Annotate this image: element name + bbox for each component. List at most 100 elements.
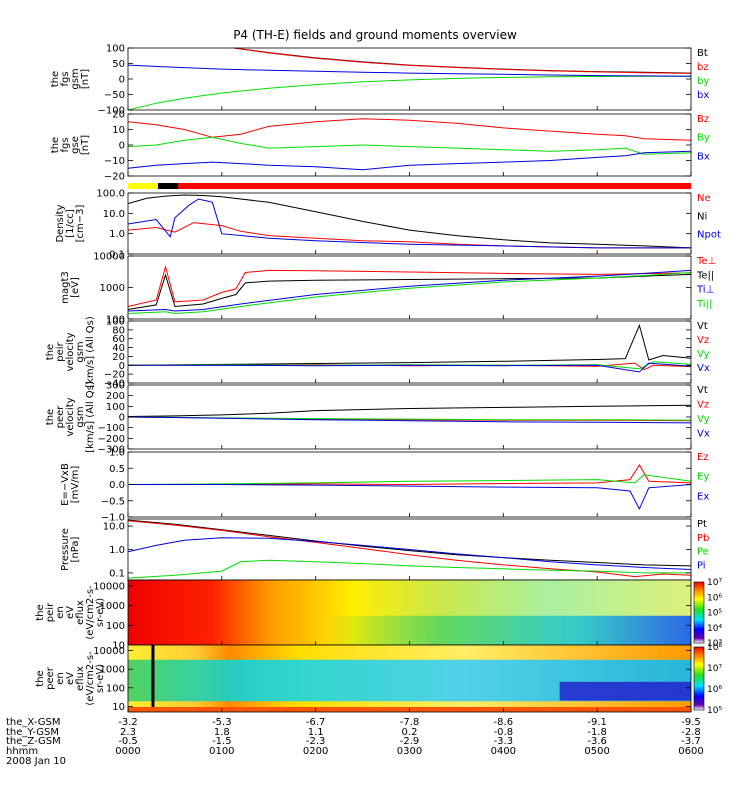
date-label: 2008 Jan 10 — [6, 756, 66, 767]
series-Te|| — [127, 273, 692, 310]
legend-entry: Bt — [697, 48, 708, 59]
y-axis-label-line: [km/s] (All Qs) — [85, 316, 96, 388]
footer-value: 0000 — [115, 745, 141, 757]
y-tick-label: 10.0 — [103, 209, 125, 220]
y-axis-label: thepeereneVeflux(eV/cm2-s-sr-eV) — [35, 651, 106, 706]
footer-value: -9.5 — [681, 717, 701, 728]
y-tick-label: 40 — [112, 343, 125, 354]
y-axis-label-line: sr-eV) — [95, 664, 106, 693]
footer-value: -2.8 — [681, 726, 701, 738]
legend-entry: Pb — [697, 533, 709, 544]
legend-entry: By — [697, 133, 710, 144]
y-tick-label: 10000 — [93, 581, 125, 592]
legend-entry: Ez — [697, 452, 709, 463]
legend-entry: Vz — [697, 335, 709, 346]
y-axis-label: thepeirvelocitygsm[km/s] (All Qs) — [45, 316, 96, 388]
colorbar-peer-eflux — [693, 646, 705, 711]
colorbar-tick-label: 10⁵ — [707, 609, 722, 619]
y-axis-label-line: the — [35, 604, 46, 620]
y-tick-label: 0.1 — [109, 250, 125, 261]
y-axis-label-line: [cm−3] — [75, 205, 86, 243]
y-tick-label: 1.0 — [109, 545, 125, 556]
y-axis-label: thepeireneVeflux(eV/cm2-s-sr-eV) — [35, 585, 106, 640]
legend-entry: Ey — [697, 472, 709, 483]
y-tick-label: 100 — [106, 683, 125, 694]
footer-value: -3.6 — [587, 736, 607, 747]
quality-bar-red — [178, 183, 691, 189]
series-by — [127, 75, 691, 111]
y-axis-label-line: eflux — [75, 600, 86, 625]
y-axis-label-line: gse — [70, 136, 81, 154]
y-axis-label-line: eV — [65, 606, 76, 619]
colorbar-tick-label: 10⁸ — [707, 643, 722, 653]
legend-entry: Bz — [697, 114, 709, 125]
y-axis-label-line: fgs — [60, 137, 71, 152]
series-Bt — [233, 47, 692, 74]
y-tick-label: 0 — [119, 75, 125, 86]
legend-entry: Pe — [697, 547, 709, 558]
y-axis-label-line: the — [35, 670, 46, 686]
panel-efield — [127, 451, 692, 518]
y-axis-label-line: E=−VxB — [60, 463, 71, 506]
y-axis-label-line: magt3 — [60, 271, 71, 304]
y-axis-label-line: the — [50, 137, 61, 153]
y-axis-label-line: [1/cc] — [65, 209, 76, 238]
footer-value: -1.8 — [587, 726, 607, 738]
y-axis-label-line: velocity — [65, 332, 76, 371]
series-Pe — [127, 559, 691, 579]
panel-frame — [127, 384, 692, 450]
colorbar-tick-label: 10⁶ — [707, 593, 722, 603]
y-axis-label-line: Density — [55, 204, 66, 242]
y-axis-label: magt3[eV] — [60, 271, 81, 304]
y-axis-label-line: peir — [45, 602, 56, 622]
y-tick-label: 1000 — [100, 283, 125, 294]
y-tick-label: 10000 — [93, 252, 125, 263]
y-tick-label: 100.0 — [96, 189, 125, 200]
legend-entry: bz — [697, 62, 709, 73]
footer-value: -3.3 — [493, 736, 514, 747]
panel-peir-velocity — [127, 320, 692, 384]
y-tick-label: −100 — [98, 106, 125, 117]
y-tick-label: 0.5 — [109, 464, 125, 475]
panel-fgs-gsm — [127, 47, 692, 111]
panel-density — [127, 192, 692, 255]
y-axis-label-line: the — [45, 409, 56, 425]
y-tick-label: −10 — [104, 156, 125, 167]
y-axis-label-line: velocity — [65, 397, 76, 436]
legend-entry: Vz — [697, 400, 709, 411]
legend-entry: bx — [697, 90, 709, 101]
ephemeris-footer: the_X-GSM -3.2 -5.3 -6.7 -7.8 -8.6 -9.1 -9.5 the… — [6, 718, 746, 778]
panel-frame — [127, 47, 692, 111]
y-axis-label-line: [nT] — [80, 69, 91, 89]
legend-entry: Vy — [697, 349, 710, 360]
y-tick-label: 100 — [106, 315, 125, 326]
y-axis-label: E=−VxB[mV/m] — [60, 463, 81, 506]
y-tick-label: −100 — [98, 423, 125, 434]
y-tick-label: 200 — [106, 391, 125, 402]
panel-fgs-gse — [127, 113, 692, 177]
legend-entry: Te|| — [696, 270, 714, 281]
spectrogram-peer-gap — [151, 645, 155, 712]
footer-value: 1.1 — [307, 726, 324, 738]
series-Pi — [127, 537, 692, 570]
y-tick-label: 1000 — [100, 601, 125, 612]
footer-value: 2.3 — [120, 726, 136, 738]
series-Vx — [127, 416, 692, 424]
panel-frame — [127, 320, 692, 384]
y-axis-label: Pressure[nPa] — [60, 528, 81, 571]
y-axis-label: thepeervelocitygsm[km/s] (All Qs) — [45, 381, 96, 453]
y-tick-label: −200 — [98, 434, 125, 445]
footer-value: -3.2 — [118, 717, 138, 728]
colorbar-tick-label: 10⁵ — [707, 706, 722, 716]
y-axis-label-line: en — [55, 672, 66, 685]
footer-value: -2.3 — [305, 736, 326, 747]
y-tick-label: 20 — [112, 352, 125, 363]
y-tick-label: 10 — [112, 702, 125, 713]
y-tick-label: 100 — [106, 621, 125, 632]
series-Ni — [127, 194, 692, 249]
series-Vt — [127, 323, 692, 366]
y-axis-label: Density[1/cc][cm−3] — [55, 204, 86, 242]
legend-entry: by — [697, 76, 709, 87]
